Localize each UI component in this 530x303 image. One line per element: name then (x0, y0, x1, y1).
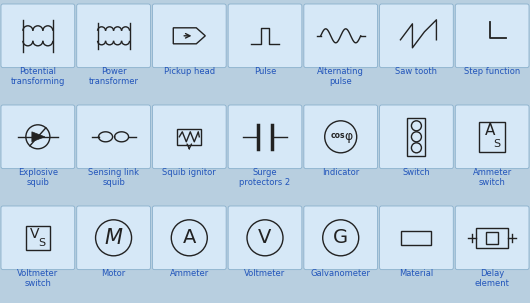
Bar (26, 226, 50, 250)
Text: Voltmeter
switch: Voltmeter switch (17, 269, 58, 288)
Text: Power
transformer: Power transformer (89, 67, 138, 86)
Text: Ammeter
switch: Ammeter switch (473, 168, 512, 187)
Bar (408, 118, 426, 156)
Text: Delay
element: Delay element (475, 269, 509, 288)
FancyBboxPatch shape (455, 4, 529, 68)
Text: Indicator: Indicator (322, 168, 359, 177)
Bar (486, 232, 498, 244)
Text: V: V (258, 228, 272, 247)
FancyBboxPatch shape (379, 206, 453, 270)
FancyBboxPatch shape (1, 206, 75, 270)
FancyBboxPatch shape (1, 105, 75, 169)
FancyBboxPatch shape (379, 4, 453, 68)
FancyBboxPatch shape (379, 105, 453, 169)
Bar (178, 129, 201, 145)
Text: Material: Material (399, 269, 434, 278)
Text: Motor: Motor (101, 269, 126, 278)
Text: A: A (183, 228, 196, 247)
Text: Sensing link
squib: Sensing link squib (88, 168, 139, 187)
FancyBboxPatch shape (228, 4, 302, 68)
FancyBboxPatch shape (455, 206, 529, 270)
FancyBboxPatch shape (77, 4, 151, 68)
Text: S: S (38, 238, 46, 248)
FancyBboxPatch shape (228, 206, 302, 270)
Text: cos: cos (331, 131, 345, 140)
Text: S: S (493, 139, 501, 149)
Text: Squib ignitor: Squib ignitor (162, 168, 216, 177)
FancyBboxPatch shape (153, 105, 226, 169)
Text: φ: φ (344, 130, 353, 143)
FancyBboxPatch shape (77, 105, 151, 169)
Text: A: A (485, 123, 496, 138)
Bar (401, 231, 431, 245)
Text: Ammeter: Ammeter (170, 269, 209, 278)
FancyBboxPatch shape (153, 4, 226, 68)
Polygon shape (32, 132, 45, 142)
FancyBboxPatch shape (153, 206, 226, 270)
Text: Explosive
squib: Explosive squib (18, 168, 58, 187)
FancyBboxPatch shape (228, 105, 302, 169)
Text: Voltmeter: Voltmeter (244, 269, 286, 278)
FancyBboxPatch shape (304, 105, 377, 169)
Bar (476, 228, 508, 248)
FancyBboxPatch shape (455, 105, 529, 169)
Text: V: V (30, 227, 40, 241)
FancyBboxPatch shape (77, 206, 151, 270)
Text: Saw tooth: Saw tooth (395, 67, 437, 76)
Text: Surge
protectors 2: Surge protectors 2 (240, 168, 290, 187)
Text: Galvanometer: Galvanometer (311, 269, 370, 278)
FancyBboxPatch shape (1, 4, 75, 68)
Text: Potential
transforming: Potential transforming (11, 67, 65, 86)
Text: Alternating
pulse: Alternating pulse (317, 67, 364, 86)
Text: M: M (104, 228, 122, 248)
FancyBboxPatch shape (304, 4, 377, 68)
Bar (479, 122, 505, 152)
Text: Switch: Switch (403, 168, 430, 177)
Text: Pulse: Pulse (254, 67, 276, 76)
Text: G: G (333, 228, 348, 247)
Text: Pickup head: Pickup head (164, 67, 215, 76)
FancyBboxPatch shape (304, 206, 377, 270)
Text: Step function: Step function (464, 67, 520, 76)
